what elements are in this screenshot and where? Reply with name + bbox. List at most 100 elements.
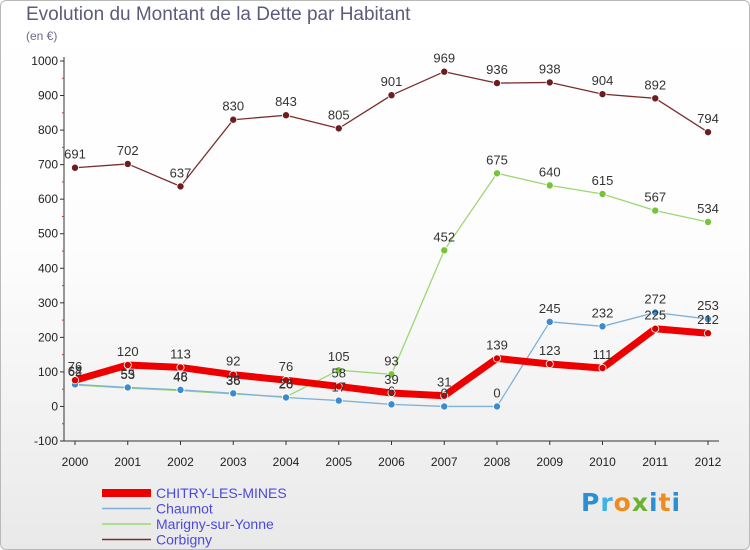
data-point [123, 383, 132, 392]
data-point [651, 206, 660, 215]
data-label: 113 [170, 346, 191, 361]
data-label: 6 [388, 383, 395, 398]
x-tick-label: 2006 [378, 455, 405, 469]
data-label: 675 [486, 152, 508, 167]
data-label: 272 [644, 291, 666, 306]
data-label: 245 [539, 301, 561, 316]
legend-label: Chaumot [156, 501, 213, 517]
data-label: 232 [592, 305, 614, 320]
data-label: 76 [68, 359, 82, 374]
data-point [545, 181, 554, 190]
y-tick-label: 800 [38, 123, 58, 137]
data-label: 615 [592, 173, 614, 188]
data-label: 46 [173, 370, 187, 385]
data-point [176, 363, 185, 372]
data-label: 58 [332, 365, 346, 380]
data-label: 830 [222, 99, 244, 114]
data-point [598, 322, 607, 331]
x-tick-label: 2009 [536, 455, 563, 469]
data-point [229, 370, 238, 379]
data-point [440, 67, 449, 76]
data-point [492, 354, 501, 363]
data-point [281, 111, 290, 120]
y-tick-label: 700 [38, 158, 58, 172]
y-tick-label: 200 [38, 330, 58, 344]
data-point [492, 79, 501, 88]
data-label: 843 [275, 94, 297, 109]
data-label: 17 [332, 380, 346, 395]
chart-subtitle: (en €) [26, 29, 58, 43]
data-label: 904 [592, 73, 614, 88]
data-point [123, 360, 132, 369]
legend-label: CHITRY-LES-MINES [156, 485, 287, 501]
data-point [598, 90, 607, 99]
y-tick-label: 500 [38, 227, 58, 241]
data-point [71, 163, 80, 172]
data-label: 794 [697, 111, 719, 126]
data-label: 253 [697, 298, 719, 313]
data-point [334, 124, 343, 133]
data-point [651, 324, 660, 333]
data-point [334, 382, 343, 391]
data-label: 120 [117, 344, 139, 359]
data-point [334, 366, 343, 375]
data-label: 55 [121, 366, 135, 381]
data-point [598, 364, 607, 373]
data-label: 0 [493, 385, 500, 400]
data-point [387, 388, 396, 397]
data-point [704, 315, 713, 324]
y-tick-label: 900 [38, 89, 58, 103]
data-point [651, 94, 660, 103]
data-label: 28 [279, 376, 293, 391]
data-label: 39 [384, 372, 398, 387]
data-point [229, 115, 238, 124]
y-tick-label: 0 [51, 399, 58, 413]
x-tick-label: 2010 [589, 455, 616, 469]
y-tick-label: 400 [38, 261, 58, 275]
data-label: 534 [697, 201, 719, 216]
x-tick-label: 2005 [325, 455, 352, 469]
data-point [229, 389, 238, 398]
data-label: 640 [539, 164, 561, 179]
data-label: 53 [121, 367, 135, 382]
data-label: 938 [539, 61, 561, 76]
data-label: 38 [226, 372, 240, 387]
data-point [123, 159, 132, 168]
data-label: 225 [644, 308, 666, 323]
data-point [704, 128, 713, 137]
data-point [334, 396, 343, 405]
data-label: 48 [173, 369, 187, 384]
x-tick-label: 2001 [114, 455, 141, 469]
data-point [704, 329, 713, 338]
data-label: 139 [486, 337, 508, 352]
data-label: 805 [328, 107, 350, 122]
y-tick-label: 300 [38, 296, 58, 310]
data-point [492, 169, 501, 178]
data-point [176, 182, 185, 191]
data-label: 702 [117, 143, 139, 158]
x-tick-label: 2004 [273, 455, 300, 469]
x-tick-label: 2008 [484, 455, 511, 469]
data-point [387, 370, 396, 379]
data-point [440, 391, 449, 400]
data-label: 936 [486, 62, 508, 77]
x-tick-label: 2007 [431, 455, 458, 469]
data-point [598, 189, 607, 198]
data-label: 969 [433, 51, 455, 66]
data-label: 0 [441, 385, 448, 400]
data-point [176, 385, 185, 394]
data-point [387, 91, 396, 100]
data-point [281, 393, 290, 402]
data-point [492, 402, 501, 411]
data-point [440, 402, 449, 411]
data-point [704, 217, 713, 226]
data-label: 691 [64, 147, 86, 162]
data-label: 76 [279, 359, 293, 374]
data-label: 92 [226, 354, 240, 369]
legend-label: Marigny-sur-Yonne [156, 516, 274, 532]
proxiti-logo: Proxiti [581, 488, 682, 517]
data-label: 637 [170, 165, 192, 180]
data-label: 64 [68, 363, 82, 378]
